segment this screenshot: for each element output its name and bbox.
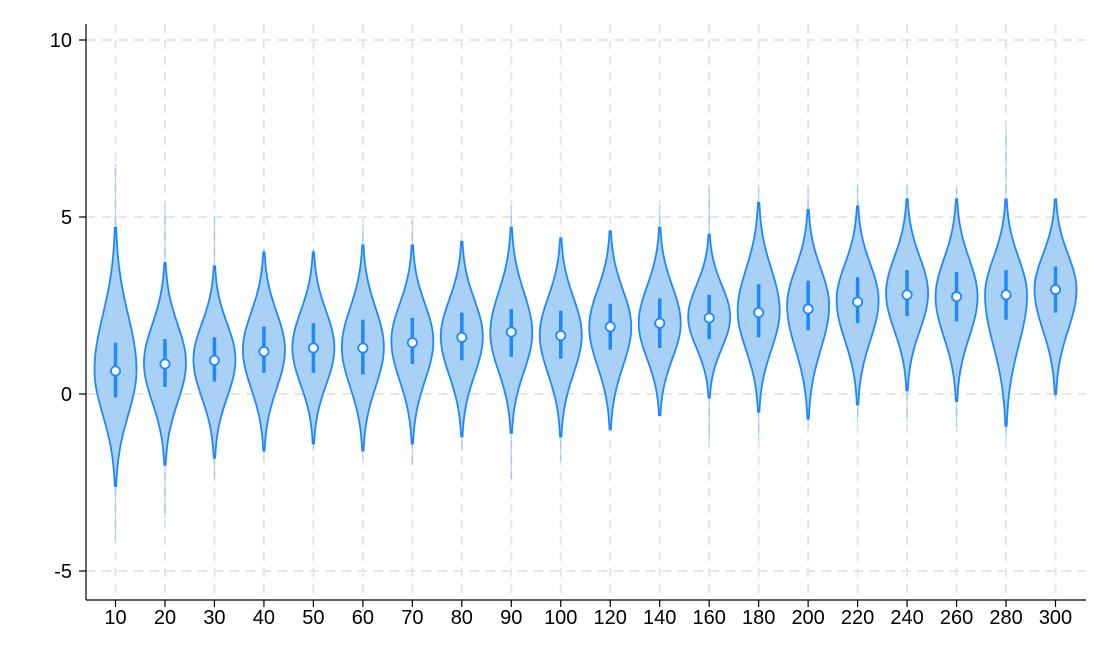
violin-median-point <box>604 321 616 333</box>
x-tick-label: 180 <box>742 607 775 629</box>
x-tick-label: 240 <box>890 607 923 629</box>
violin-median-point <box>307 342 319 354</box>
x-tick-label: 140 <box>643 607 676 629</box>
x-tick-label: 60 <box>352 607 374 629</box>
violin-120 <box>588 230 633 431</box>
violin-median-point <box>703 312 715 324</box>
x-tick-label: 90 <box>500 607 522 629</box>
violin-100 <box>538 237 583 462</box>
x-tick-label: 220 <box>841 607 874 629</box>
violin-50 <box>291 248 336 451</box>
violin-140 <box>637 206 682 417</box>
violin-180 <box>736 188 781 441</box>
x-tick-label: 120 <box>594 607 627 629</box>
x-tick-label: 80 <box>451 607 473 629</box>
grid-lines <box>86 24 1086 600</box>
violin-median-point <box>110 365 122 377</box>
violin-200 <box>786 188 831 426</box>
y-tick-label: 0 <box>61 384 72 406</box>
x-tick-label: 200 <box>791 607 824 629</box>
violin-220 <box>835 185 880 423</box>
violin-median-point <box>406 337 418 349</box>
x-tick-label: 30 <box>203 607 225 629</box>
violin-median-point <box>258 346 270 358</box>
x-tick-label: 10 <box>104 607 126 629</box>
x-tick-label: 40 <box>253 607 275 629</box>
violin-median-point <box>505 326 517 338</box>
violin-median-point <box>802 303 814 315</box>
y-axis-ticks: -5 0 5 10 <box>50 30 86 583</box>
violin-20 <box>143 206 187 518</box>
violin-240 <box>885 185 929 423</box>
violin-10 <box>93 163 138 540</box>
y-tick-label: 5 <box>61 207 72 229</box>
violin-260 <box>934 188 979 426</box>
violin-median-point <box>951 291 963 303</box>
violin-median-point <box>159 358 171 370</box>
x-tick-label: 280 <box>989 607 1022 629</box>
violin-median-point <box>555 330 567 342</box>
x-tick-label: 300 <box>1039 607 1072 629</box>
violin-80 <box>439 240 484 451</box>
violin-median-point <box>456 331 468 343</box>
violin-30 <box>192 217 237 479</box>
axes <box>85 24 1086 601</box>
x-tick-label: 50 <box>302 607 324 629</box>
violin-median-point <box>901 289 913 301</box>
violin-160 <box>687 188 732 441</box>
y-tick-label: -5 <box>54 561 72 583</box>
violin-median-point <box>852 296 864 308</box>
violin-280 <box>984 128 1028 441</box>
violin-median-point <box>208 354 220 366</box>
x-tick-label: 160 <box>692 607 725 629</box>
violin-70 <box>390 220 435 465</box>
violin-median-point <box>1000 289 1012 301</box>
x-axis-ticks: 10 20 30 40 50 60 70 80 90 100 120 140 160 180 200 220 2… <box>104 600 1072 629</box>
x-tick-label: 260 <box>940 607 973 629</box>
x-tick-label: 20 <box>154 607 176 629</box>
violin-300 <box>1033 198 1078 398</box>
violin-60 <box>340 224 385 458</box>
violin-median-point <box>654 317 666 329</box>
violin-median-point <box>1050 284 1062 296</box>
violin-median-point <box>357 342 369 354</box>
violin-series <box>93 128 1078 540</box>
violin-median-point <box>753 307 765 319</box>
violin-40 <box>242 248 286 458</box>
violin-90 <box>489 206 534 479</box>
x-tick-label: 70 <box>401 607 423 629</box>
x-tick-label: 100 <box>544 607 577 629</box>
y-tick-label: 10 <box>50 30 72 52</box>
